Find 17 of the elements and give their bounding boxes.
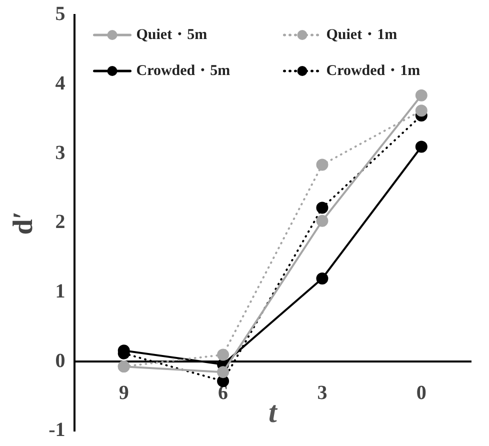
- x-axis-title: t: [268, 396, 278, 429]
- y-tick-label: 1: [55, 280, 66, 303]
- x-tick-label: 0: [416, 382, 426, 404]
- legend-label: Crowded・5m: [136, 62, 231, 79]
- y-tick-label: 4: [55, 72, 66, 95]
- legend-label: Quiet・5m: [136, 26, 208, 43]
- legend-label: Crowded・1m: [326, 62, 421, 79]
- x-tick-label: 9: [118, 382, 129, 404]
- x-tick-label: 3: [317, 382, 328, 404]
- y-axis-title: d′: [8, 211, 40, 235]
- y-tick-label: 3: [55, 142, 66, 164]
- y-tick-label: 5: [55, 3, 66, 26]
- y-tick-label: -1: [48, 419, 66, 442]
- x-tick-label: 6: [218, 382, 228, 404]
- y-tick-label: 2: [55, 211, 66, 234]
- legend-label: Quiet・1m: [326, 26, 398, 43]
- y-tick-label: 0: [55, 350, 66, 372]
